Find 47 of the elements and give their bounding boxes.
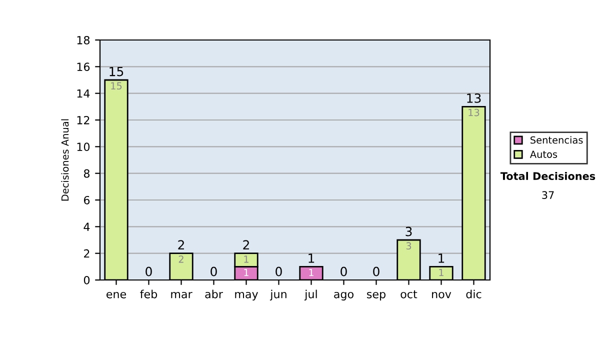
data-label: 1 [244,268,248,276]
total-label: 0 [340,266,347,276]
data-label: 2 [178,256,184,263]
data-label: 1 [244,256,248,263]
y-tick-label: 14 [77,89,90,98]
y-tick-label: 8 [84,169,90,178]
text: 37 [542,191,554,200]
x-tick-label: sep [367,292,386,300]
total-label: 0 [210,266,217,276]
total-label: 0 [146,266,152,276]
legend-label: Sentencias [530,136,583,144]
x-tick-label: may [235,292,258,300]
x-tick-label: dic [466,290,482,298]
text: Total Decisiones [500,172,596,180]
total-label: 2 [243,240,249,250]
x-tick-label: nov [432,292,452,298]
data-label: 3 [406,242,412,250]
x-tick-label: ago [334,292,354,300]
y-tick-label: 6 [84,196,90,204]
y-tick-label: 16 [77,62,90,72]
x-tick-label: oct [400,290,418,298]
total-label: 0 [373,266,380,276]
y-tick-label: 2 [84,249,90,258]
total-label: 3 [406,226,412,236]
y-tick-label: 10 [77,142,90,152]
y-tick-label: 0 [84,276,90,284]
total-label: 2 [178,240,184,250]
x-tick-label: feb [140,290,158,298]
data-label: 1 [309,268,314,276]
y-tick-label: 18 [77,36,90,44]
y-axis-title: Decisiones Anual [61,119,69,201]
x-tick-label: jun [270,290,286,300]
total-label: 15 [110,66,124,76]
y-tick-label: 12 [77,116,90,124]
data-label: 1 [439,268,444,276]
total-label: 1 [438,254,444,263]
x-tick-label: abr [205,290,223,298]
total-label: 0 [276,266,282,276]
total-label: 13 [467,93,481,103]
x-tick-label: mar [171,292,192,298]
legend-label: Autos [530,150,558,158]
data-label: 15 [111,82,122,90]
x-tick-label: ene [106,292,126,298]
y-tick-label: 4 [84,222,90,231]
x-tick-label: jul [304,290,317,300]
total-label: 1 [308,254,314,263]
data-label: 13 [468,108,480,116]
